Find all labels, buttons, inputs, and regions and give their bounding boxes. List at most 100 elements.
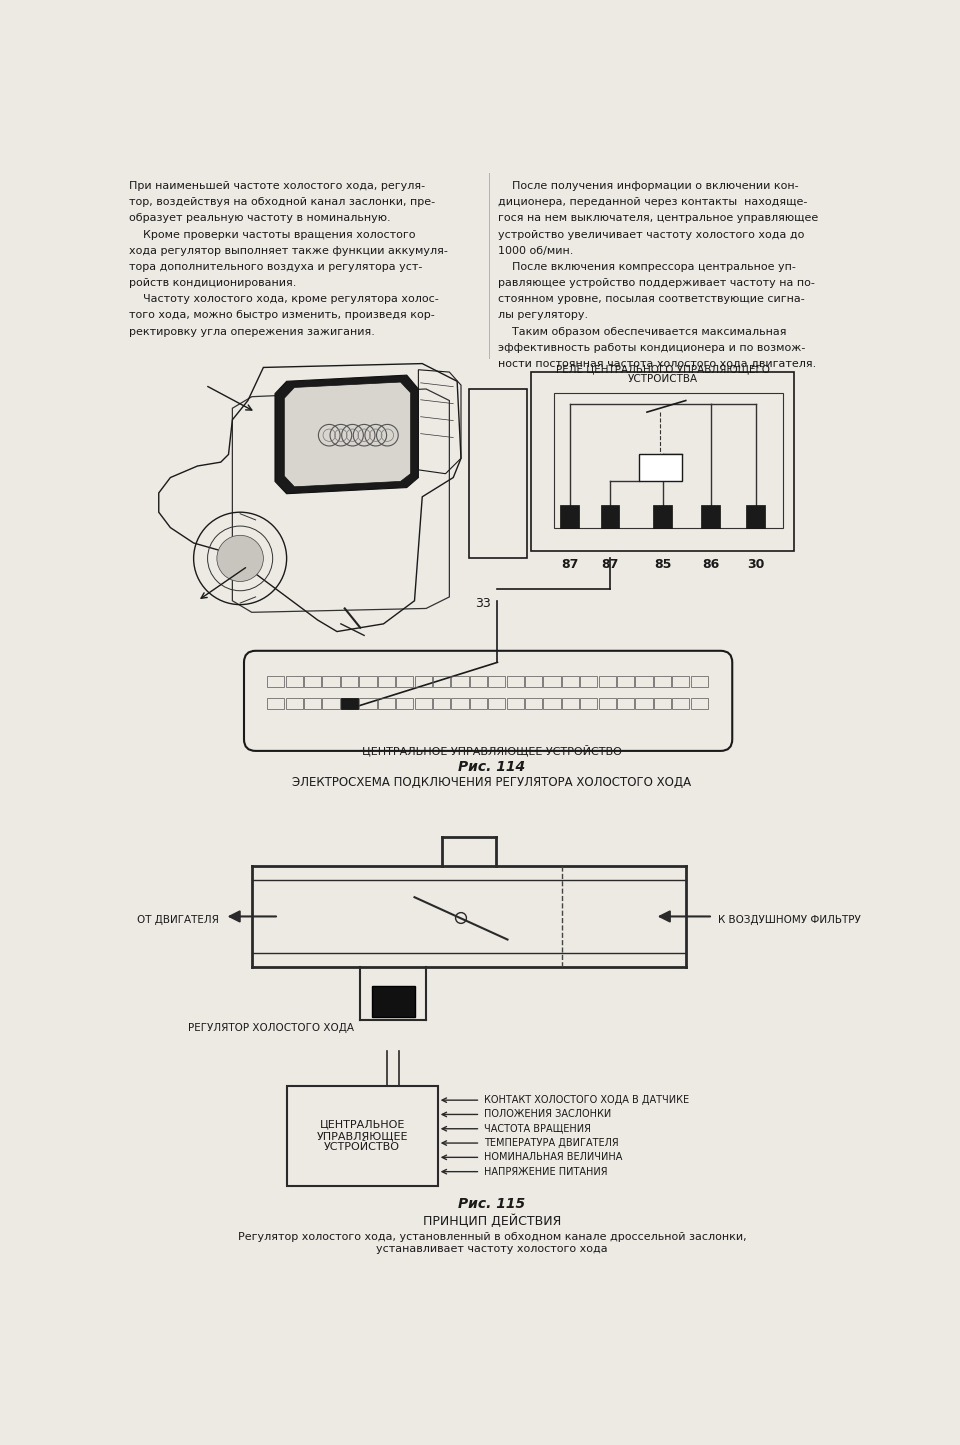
Circle shape	[217, 535, 263, 581]
Text: ЦЕНТРАЛЬНОЕ
УПРАВЛЯЮЩЕЕ
УСТРОЙСТВО: ЦЕНТРАЛЬНОЕ УПРАВЛЯЮЩЕЕ УСТРОЙСТВО	[317, 1120, 408, 1153]
Text: КОНТАКТ ХОЛОСТОГО ХОДА В ДАТЧИКЕ: КОНТАКТ ХОЛОСТОГО ХОДА В ДАТЧИКЕ	[484, 1095, 689, 1105]
Text: стоянном уровне, посылая соответствующие сигна-: стоянном уровне, посылая соответствующие…	[498, 295, 804, 305]
Text: Рис. 114: Рис. 114	[459, 760, 525, 775]
Bar	[415, 676, 432, 686]
Polygon shape	[275, 376, 419, 494]
Text: 30: 30	[747, 558, 764, 571]
Text: устройство увеличивает частоту холостого хода до: устройство увеличивает частоту холостого…	[498, 230, 804, 240]
Bar	[672, 698, 689, 708]
Bar	[323, 698, 340, 708]
Bar	[468, 389, 527, 558]
Bar	[267, 698, 284, 708]
Bar	[323, 676, 340, 686]
Bar	[341, 676, 358, 686]
Bar	[396, 676, 414, 686]
Bar	[469, 676, 487, 686]
Bar	[286, 698, 303, 708]
Bar	[653, 504, 672, 527]
Text: ТЕМПЕРАТУРА ДВИГАТЕЛЯ: ТЕМПЕРАТУРА ДВИГАТЕЛЯ	[484, 1139, 619, 1149]
Bar	[746, 504, 765, 527]
Bar	[525, 698, 542, 708]
Text: 1000 об/мин.: 1000 об/мин.	[498, 246, 573, 256]
Text: хода регулятор выполняет также функции аккумуля-: хода регулятор выполняет также функции а…	[130, 246, 448, 256]
Text: Частоту холостого хода, кроме регулятора холос-: Частоту холостого хода, кроме регулятора…	[130, 295, 439, 305]
Bar	[636, 698, 653, 708]
Text: ректировку угла опережения зажигания.: ректировку угла опережения зажигания.	[130, 327, 375, 337]
Text: 86: 86	[702, 558, 719, 571]
Text: К ВОЗДУШНОМУ ФИЛЬТРУ: К ВОЗДУШНОМУ ФИЛЬТРУ	[718, 915, 861, 925]
Bar	[701, 504, 720, 527]
Bar	[531, 371, 794, 551]
Text: ройств кондиционирования.: ройств кондиционирования.	[130, 277, 297, 288]
Bar	[372, 985, 415, 1016]
Bar	[562, 698, 579, 708]
Text: лы регулятору.: лы регулятору.	[498, 311, 588, 321]
Text: равляющее устройство поддерживает частоту на по-: равляющее устройство поддерживает частот…	[498, 277, 815, 288]
Bar	[488, 676, 505, 686]
Text: ОТ ДВИГАТЕЛЯ: ОТ ДВИГАТЕЛЯ	[137, 915, 219, 925]
Bar	[601, 504, 619, 527]
Text: ПОЛОЖЕНИЯ ЗАСЛОНКИ: ПОЛОЖЕНИЯ ЗАСЛОНКИ	[484, 1110, 612, 1120]
Bar	[580, 676, 597, 686]
Bar	[359, 698, 376, 708]
Text: образует реальную частоту в номинальную.: образует реальную частоту в номинальную.	[130, 214, 391, 224]
Bar	[525, 676, 542, 686]
Text: Регулятор холостого хода, установленный в обходном канале дроссельной заслонки,
: Регулятор холостого хода, установленный …	[238, 1233, 746, 1254]
Bar	[267, 676, 284, 686]
Text: 85: 85	[654, 558, 671, 571]
Text: диционера, переданной через контакты  находяще-: диционера, переданной через контакты нах…	[498, 198, 807, 207]
Bar	[377, 676, 395, 686]
Bar	[543, 676, 561, 686]
Bar	[543, 698, 561, 708]
Text: НОМИНАЛЬНАЯ ВЕЛИЧИНА: НОМИНАЛЬНАЯ ВЕЛИЧИНА	[484, 1152, 623, 1162]
Bar	[287, 1085, 438, 1186]
Bar	[433, 676, 450, 686]
Bar	[469, 698, 487, 708]
Bar	[286, 676, 303, 686]
Bar	[617, 676, 635, 686]
Text: 87: 87	[561, 558, 578, 571]
Text: ЦЕНТРАЛЬНОЕ УПРАВЛЯЮЩЕЕ УСТРОЙСТВО: ЦЕНТРАЛЬНОЕ УПРАВЛЯЮЩЕЕ УСТРОЙСТВО	[362, 744, 622, 756]
Bar	[488, 698, 505, 708]
Text: тора дополнительного воздуха и регулятора уст-: тора дополнительного воздуха и регулятор…	[130, 262, 422, 272]
Text: эффективность работы кондиционера и по возмож-: эффективность работы кондиционера и по в…	[498, 342, 805, 353]
Bar	[359, 676, 376, 686]
Text: тор, воздействуя на обходной канал заслонки, пре-: тор, воздействуя на обходной канал засло…	[130, 198, 436, 207]
Bar	[654, 676, 671, 686]
Polygon shape	[284, 381, 411, 487]
Text: 33: 33	[475, 597, 491, 610]
Text: того хода, можно быстро изменить, произведя кор-: того хода, можно быстро изменить, произв…	[130, 311, 435, 321]
Bar	[451, 698, 468, 708]
Bar	[636, 676, 653, 686]
Text: ности постоянная частота холостого хода двигателя.: ности постоянная частота холостого хода …	[498, 358, 816, 368]
Bar	[304, 698, 322, 708]
Text: Рис. 115: Рис. 115	[459, 1198, 525, 1211]
Bar	[433, 698, 450, 708]
Text: Таким образом обеспечивается максимальная: Таким образом обеспечивается максимальна…	[498, 327, 786, 337]
Bar	[672, 676, 689, 686]
Bar	[341, 698, 358, 708]
Bar	[639, 454, 682, 481]
Text: НАПРЯЖЕНИЕ ПИТАНИЯ: НАПРЯЖЕНИЕ ПИТАНИЯ	[484, 1166, 608, 1176]
Text: После получения информации о включении кон-: После получения информации о включении к…	[498, 181, 799, 191]
Text: РЕГУЛЯТОР ХОЛОСТОГО ХОДА: РЕГУЛЯТОР ХОЛОСТОГО ХОДА	[188, 1023, 354, 1033]
Bar	[451, 676, 468, 686]
Text: ПРИНЦИП ДЕЙСТВИЯ: ПРИНЦИП ДЕЙСТВИЯ	[422, 1214, 562, 1228]
Bar	[562, 676, 579, 686]
Bar	[690, 698, 708, 708]
Text: При наименьшей частоте холостого хода, регуля-: При наименьшей частоте холостого хода, р…	[130, 181, 425, 191]
Bar	[690, 676, 708, 686]
Text: Кроме проверки частоты вращения холостого: Кроме проверки частоты вращения холостог…	[130, 230, 416, 240]
Bar	[561, 504, 579, 527]
Text: РЕЛЕ ЦЕНТРАЛЬНОГО УПРАВЛЯЮЩЕГО: РЕЛЕ ЦЕНТРАЛЬНОГО УПРАВЛЯЮЩЕГО	[556, 364, 770, 374]
Bar	[599, 698, 615, 708]
Bar	[580, 698, 597, 708]
Bar	[396, 698, 414, 708]
Text: 87: 87	[601, 558, 618, 571]
Text: УСТРОЙСТВА: УСТРОЙСТВА	[628, 374, 698, 384]
Bar	[341, 698, 358, 708]
Bar	[617, 698, 635, 708]
Text: После включения компрессора центральное уп-: После включения компрессора центральное …	[498, 262, 796, 272]
Bar	[554, 393, 782, 527]
Bar	[507, 698, 524, 708]
